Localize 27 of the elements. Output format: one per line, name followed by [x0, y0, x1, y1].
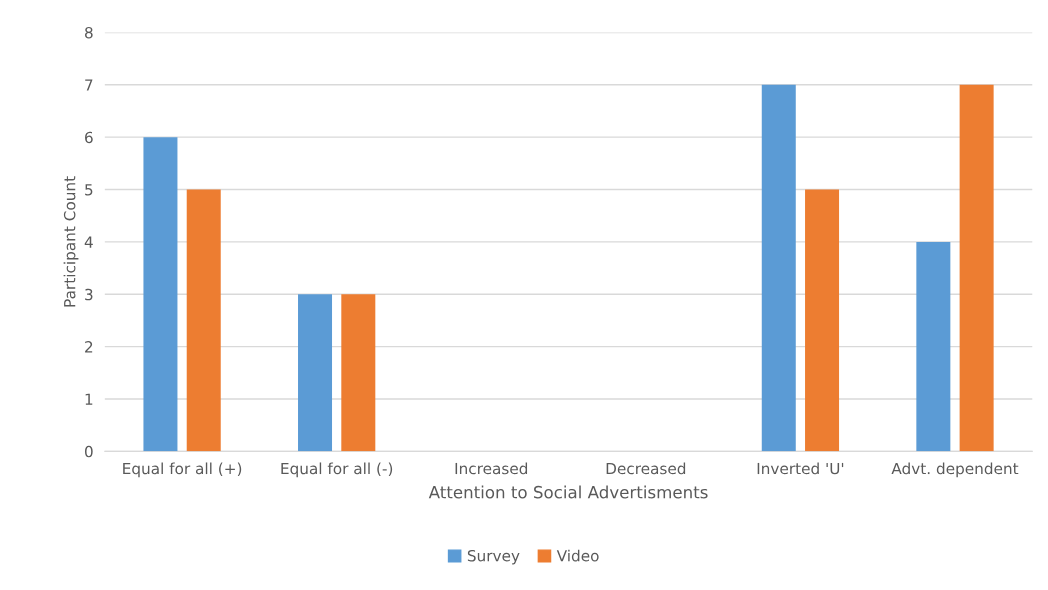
y-tick-label: 3	[85, 288, 93, 301]
x-tick-label: Advt. dependent	[891, 462, 1019, 478]
x-tick-label: Increased	[455, 462, 528, 475]
y-tick-label: 4	[84, 236, 93, 248]
bar	[959, 84, 994, 452]
y-tick-label: 0	[84, 445, 93, 458]
x-tick-label: Equal for all (+)	[123, 462, 242, 478]
y-tick-label: 5	[85, 184, 93, 196]
y-tick-label: 2	[85, 341, 93, 353]
y-tick-label: 8	[85, 26, 93, 39]
legend-label: Survey	[467, 549, 520, 565]
x-tick-label: Decreased	[606, 462, 686, 475]
y-axis-title: Participant Count	[63, 176, 79, 307]
legend-label: Video	[556, 549, 599, 562]
bar	[186, 189, 221, 452]
y-tick-label: 7	[85, 79, 93, 91]
y-tick-label: 1	[85, 393, 93, 405]
x-tick-label: Equal for all (-)	[281, 462, 393, 478]
bar	[143, 137, 178, 452]
y-tick-label: 6	[85, 131, 93, 144]
bar	[298, 294, 333, 452]
bar	[805, 189, 840, 452]
bar	[916, 241, 951, 452]
x-tick-label: Inverted 'U'	[757, 462, 844, 475]
bar	[341, 294, 376, 452]
bar	[761, 84, 796, 452]
x-axis-title: Attention to Social Advertisments	[428, 485, 708, 499]
